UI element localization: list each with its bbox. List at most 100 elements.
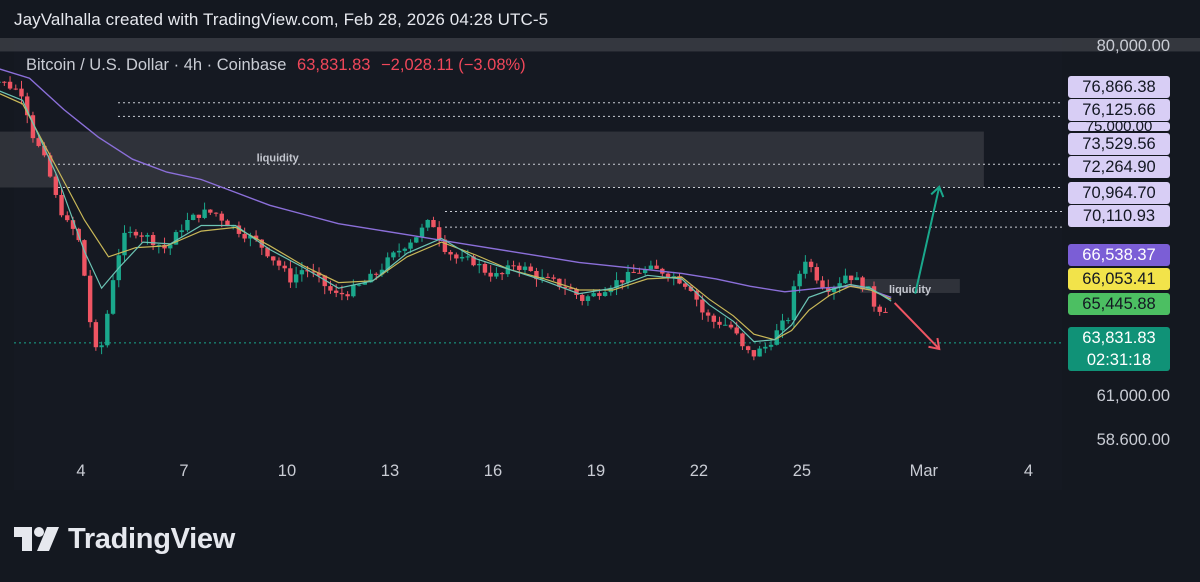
candle-body — [677, 276, 682, 284]
zone-label: liquidity — [257, 153, 300, 165]
candle-body — [568, 288, 573, 290]
y-tick-label: 80,000.00 — [1097, 38, 1170, 55]
down-arrow — [893, 302, 940, 350]
candle-body — [173, 232, 179, 245]
candle-body — [826, 287, 831, 292]
y-tick-label: 58.600.00 — [1097, 431, 1170, 449]
price-level-tag: 66,053.41 — [1068, 268, 1170, 290]
candle-body — [99, 345, 104, 348]
candle-body — [385, 257, 390, 270]
candle-body — [488, 272, 493, 277]
up-arrow-head — [930, 185, 945, 198]
candle-body — [408, 242, 413, 249]
x-tick-label: 4 — [76, 462, 85, 480]
candle-body — [42, 145, 47, 156]
candle-body — [654, 265, 659, 269]
candle-body — [700, 299, 705, 313]
candle-body — [602, 292, 608, 296]
ema-teal-line — [0, 90, 892, 343]
candle-body — [791, 286, 797, 321]
candle-body — [597, 293, 602, 296]
candle-body — [831, 287, 837, 292]
ema-yellow-line — [0, 93, 892, 341]
candle-body — [208, 209, 213, 213]
candle-body — [242, 233, 247, 239]
candle-body — [580, 294, 585, 301]
candle-body — [871, 286, 877, 307]
candle-body — [745, 346, 751, 351]
candle-body — [545, 276, 551, 278]
candle-body — [637, 272, 642, 274]
candle-body — [688, 286, 694, 291]
candle-body — [808, 261, 814, 268]
candle-body — [723, 324, 728, 326]
candle-body — [837, 283, 842, 288]
candle-body — [459, 256, 465, 259]
chart-area[interactable]: liquidity liquidity 4 7 10 13 16 19 22 25 Mar 4 80,0… — [0, 38, 1200, 490]
candle-body — [665, 273, 671, 278]
candle-body — [288, 268, 293, 283]
candle-body — [414, 237, 419, 243]
candle-body — [202, 209, 207, 218]
liquidity-zone — [0, 38, 1200, 52]
candle-body — [265, 247, 270, 257]
candle-body — [465, 256, 470, 258]
candle-body — [53, 176, 59, 195]
candle-body — [139, 235, 144, 237]
candle-body — [156, 244, 162, 246]
candle-body — [59, 194, 64, 216]
candle-body — [333, 290, 339, 293]
tradingview-logo-icon — [14, 527, 59, 551]
symbol-legend: Bitcoin / U.S. Dollar · 4h · Coinbase 63… — [26, 56, 526, 75]
price-level-tag: 73,529.56 — [1068, 133, 1170, 155]
x-tick-label: 7 — [179, 462, 188, 480]
candle-body — [431, 219, 436, 228]
candle-body — [322, 275, 327, 287]
price-level-tag: 72,264.90 — [1068, 156, 1170, 178]
candle-body — [345, 294, 350, 297]
candle-body — [0, 81, 1, 83]
candle-body — [299, 270, 305, 275]
logo-wordmark: TradingView — [68, 522, 235, 555]
candle-body — [248, 235, 253, 239]
candle-body — [145, 235, 150, 237]
candle-body — [122, 232, 127, 256]
candle-body — [574, 288, 579, 295]
candle-body — [482, 263, 488, 273]
x-tick-label: 10 — [278, 462, 296, 480]
candle-body — [860, 277, 865, 290]
candle-body — [785, 320, 791, 322]
candle-body — [47, 155, 53, 177]
liquidity-zone — [0, 131, 984, 188]
candle-body — [694, 290, 699, 300]
candle-body — [848, 275, 854, 281]
candle-body — [717, 321, 722, 325]
candle-body — [648, 265, 654, 270]
candle-body — [854, 277, 860, 281]
price-level-tag: 75,000.00 — [1068, 122, 1170, 131]
candle-body — [751, 350, 757, 357]
x-tick-label: 25 — [793, 462, 811, 480]
candle-body — [396, 250, 402, 253]
candle-body — [522, 266, 528, 270]
candle-body — [683, 283, 688, 287]
x-tick-label: 16 — [484, 462, 502, 480]
candle-body — [768, 344, 774, 347]
candle-body — [820, 280, 825, 288]
candle-body — [454, 254, 459, 259]
candle-body — [436, 227, 442, 240]
candle-body — [19, 88, 24, 97]
price-chart[interactable]: liquidity liquidity 4 7 10 13 16 19 22 25 Mar 4 80,0… — [0, 38, 1200, 490]
candle-body — [494, 273, 499, 277]
candle-body — [534, 271, 539, 280]
candle-body — [70, 220, 76, 229]
candle-body — [36, 138, 41, 146]
candle-body — [625, 271, 631, 283]
candle-body — [419, 227, 425, 238]
y-tick-label: 61,000.00 — [1097, 387, 1170, 405]
candle-body — [557, 278, 562, 287]
candle-body — [271, 256, 276, 261]
candle-body — [517, 265, 522, 270]
candle-body — [82, 240, 87, 276]
candle-body — [814, 267, 820, 281]
